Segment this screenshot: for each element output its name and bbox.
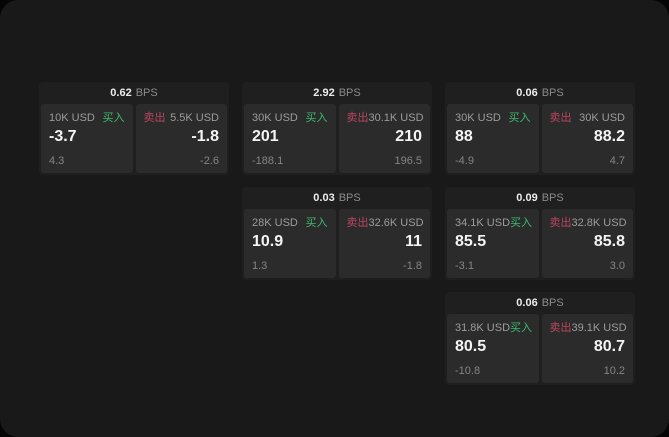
quote-card-body: 30K USD 买入 201 -188.1 卖出 30.1K USD 210 1…	[242, 104, 432, 175]
sell-secondary-value: -2.6	[200, 154, 219, 167]
buy-side-label: 买入	[510, 217, 533, 229]
quote-card[interactable]: 0.06 BPS 31.8K USD 买入 80.5 -10.8 卖出 39.1…	[445, 292, 635, 385]
sell-notional: 32.6K USD	[368, 217, 424, 229]
buy-notional: 28K USD	[252, 217, 298, 229]
spread-header: 0.03 BPS	[242, 187, 432, 209]
sell-price: 80.7	[593, 338, 625, 356]
buy-side-label: 买入	[305, 217, 328, 229]
buy-notional: 34.1K USD	[455, 217, 511, 229]
buy-price: 80.5	[455, 338, 487, 356]
spread-unit: BPS	[338, 191, 361, 204]
spread-unit: BPS	[541, 191, 564, 204]
buy-price: 85.5	[455, 233, 487, 251]
sell-side-label: 卖出	[346, 112, 369, 124]
sell-secondary-value: 3.0	[609, 259, 625, 272]
quote-card-body: 10K USD 买入 -3.7 4.3 卖出 5.5K USD -1.8 -2.…	[39, 104, 229, 175]
spread-header: 2.92 BPS	[242, 82, 432, 104]
buy-secondary-value: -188.1	[252, 154, 284, 167]
spread-value: 0.03	[313, 191, 335, 204]
sell-panel[interactable]: 卖出 39.1K USD 80.7 10.2	[541, 314, 633, 383]
quote-card[interactable]: 0.06 BPS 30K USD 买入 88 -4.9 卖出 30K USD	[445, 82, 635, 175]
sell-side-label: 卖出	[549, 322, 572, 334]
spread-value: 0.06	[516, 296, 538, 309]
buy-panel[interactable]: 28K USD 买入 10.9 1.3	[244, 209, 336, 278]
sell-notional: 32.8K USD	[571, 217, 627, 229]
sell-panel[interactable]: 卖出 30K USD 88.2 4.7	[541, 104, 633, 173]
sell-notional: 5.5K USD	[170, 112, 219, 124]
spread-value: 0.62	[110, 86, 132, 99]
sell-side-label: 卖出	[346, 217, 369, 229]
buy-panel[interactable]: 10K USD 买入 -3.7 4.3	[41, 104, 133, 173]
spread-value: 0.06	[516, 86, 538, 99]
buy-notional: 31.8K USD	[455, 322, 511, 334]
sell-price: 88.2	[593, 128, 625, 146]
spread-unit: BPS	[338, 86, 361, 99]
buy-secondary-value: 4.3	[49, 154, 65, 167]
sell-panel[interactable]: 卖出 32.6K USD 11 -1.8	[338, 209, 430, 278]
sell-panel[interactable]: 卖出 5.5K USD -1.8 -2.6	[135, 104, 227, 173]
quote-card[interactable]: 0.03 BPS 28K USD 买入 10.9 1.3 卖出 32.6K US…	[242, 187, 432, 280]
buy-notional: 30K USD	[455, 112, 501, 124]
buy-secondary-value: -10.8	[455, 364, 481, 377]
buy-secondary-value: -4.9	[455, 154, 474, 167]
quote-card-body: 30K USD 买入 88 -4.9 卖出 30K USD 88.2 4.7	[445, 104, 635, 175]
sell-notional: 30.1K USD	[368, 112, 424, 124]
sell-price: 85.8	[593, 233, 625, 251]
spread-unit: BPS	[541, 296, 564, 309]
buy-panel[interactable]: 30K USD 买入 88 -4.9	[447, 104, 539, 173]
quote-card[interactable]: 0.09 BPS 34.1K USD 买入 85.5 -3.1 卖出 32.8K…	[445, 187, 635, 280]
buy-side-label: 买入	[508, 112, 531, 124]
spread-unit: BPS	[135, 86, 158, 99]
buy-panel[interactable]: 30K USD 买入 201 -188.1	[244, 104, 336, 173]
buy-side-label: 买入	[102, 112, 125, 124]
sell-panel[interactable]: 卖出 30.1K USD 210 196.5	[338, 104, 430, 173]
buy-secondary-value: -3.1	[455, 259, 474, 272]
quote-card[interactable]: 2.92 BPS 30K USD 买入 201 -188.1 卖出 30.1K …	[242, 82, 432, 175]
buy-panel[interactable]: 31.8K USD 买入 80.5 -10.8	[447, 314, 539, 383]
sell-secondary-value: 196.5	[394, 154, 422, 167]
buy-panel[interactable]: 34.1K USD 买入 85.5 -3.1	[447, 209, 539, 278]
spread-header: 0.06 BPS	[445, 82, 635, 104]
sell-side-label: 卖出	[549, 112, 572, 124]
buy-side-label: 买入	[510, 322, 533, 334]
spread-header: 0.62 BPS	[39, 82, 229, 104]
quote-card[interactable]: 0.62 BPS 10K USD 买入 -3.7 4.3 卖出 5.5K USD	[39, 82, 229, 175]
sell-price: -1.8	[191, 128, 219, 146]
sell-price: 11	[405, 233, 422, 251]
sell-side-label: 卖出	[143, 112, 166, 124]
buy-notional: 30K USD	[252, 112, 298, 124]
sell-secondary-value: -1.8	[403, 259, 422, 272]
buy-price: 88	[455, 128, 473, 146]
quote-card-body: 31.8K USD 买入 80.5 -10.8 卖出 39.1K USD 80.…	[445, 314, 635, 385]
sell-panel[interactable]: 卖出 32.8K USD 85.8 3.0	[541, 209, 633, 278]
buy-notional: 10K USD	[49, 112, 95, 124]
sell-secondary-value: 10.2	[603, 364, 625, 377]
sell-side-label: 卖出	[549, 217, 572, 229]
sell-notional: 30K USD	[579, 112, 625, 124]
spread-unit: BPS	[541, 86, 564, 99]
quote-card-body: 34.1K USD 买入 85.5 -3.1 卖出 32.8K USD 85.8…	[445, 209, 635, 280]
quote-card-body: 28K USD 买入 10.9 1.3 卖出 32.6K USD 11 -1.8	[242, 209, 432, 280]
sell-notional: 39.1K USD	[571, 322, 627, 334]
quote-grid: 0.62 BPS 10K USD 买入 -3.7 4.3 卖出 5.5K USD	[39, 82, 635, 385]
spread-header: 0.09 BPS	[445, 187, 635, 209]
spread-value: 2.92	[313, 86, 335, 99]
spread-value: 0.09	[516, 191, 538, 204]
spread-header: 0.06 BPS	[445, 292, 635, 314]
buy-side-label: 买入	[305, 112, 328, 124]
buy-secondary-value: 1.3	[252, 259, 268, 272]
sell-price: 210	[395, 128, 422, 146]
buy-price: 10.9	[252, 233, 284, 251]
buy-price: -3.7	[49, 128, 77, 146]
sell-secondary-value: 4.7	[609, 154, 625, 167]
buy-price: 201	[252, 128, 279, 146]
